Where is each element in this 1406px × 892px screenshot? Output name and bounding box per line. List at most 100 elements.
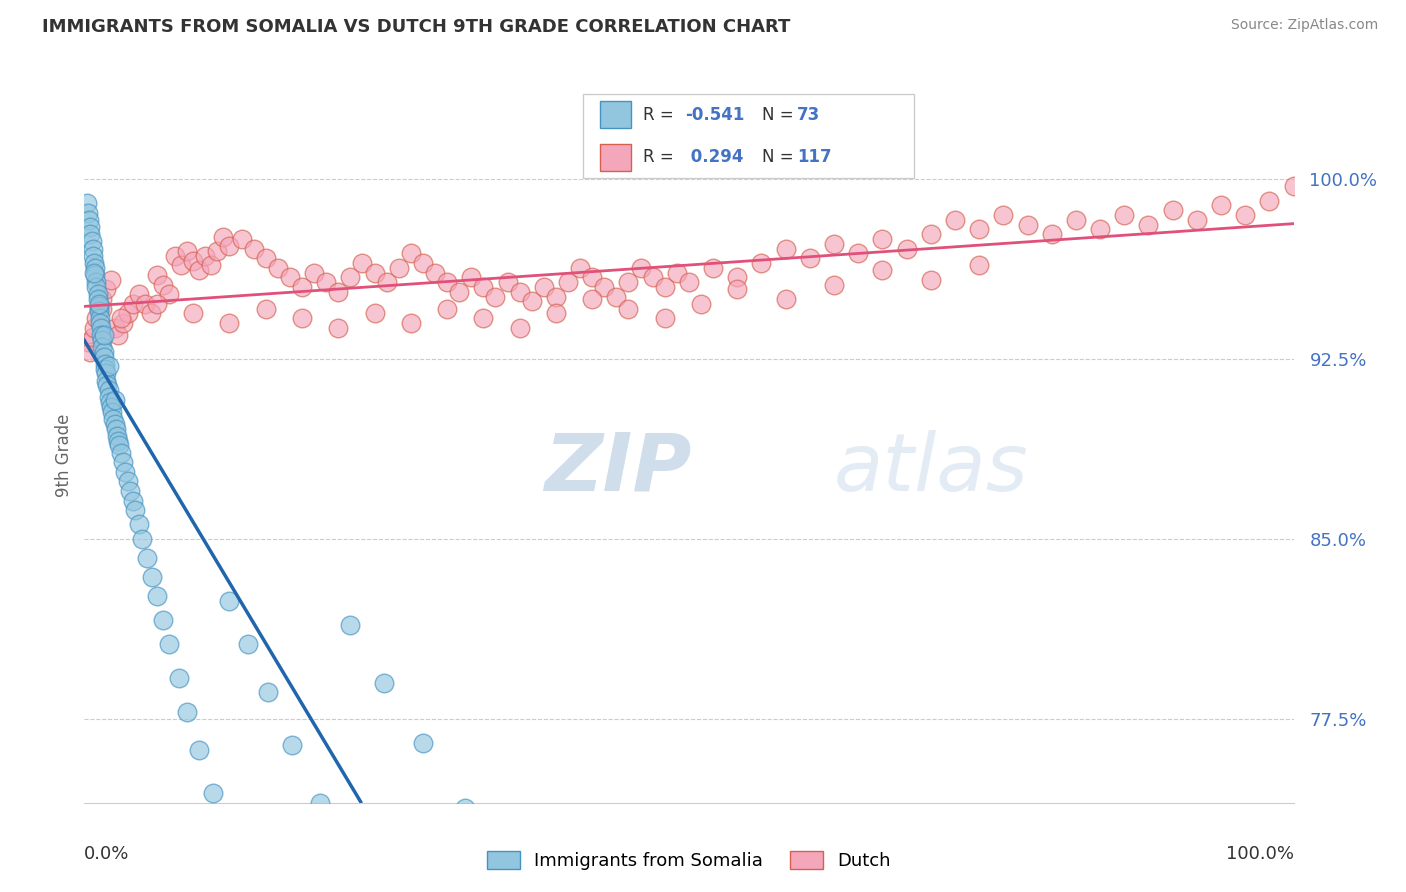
Point xyxy=(725,270,748,285)
Point xyxy=(509,285,531,299)
Point xyxy=(108,438,131,452)
Point xyxy=(121,493,143,508)
Point xyxy=(231,232,253,246)
Point xyxy=(94,367,117,381)
Y-axis label: 9th Grade: 9th Grade xyxy=(55,413,73,497)
Text: 0.0%: 0.0% xyxy=(84,845,129,863)
Point xyxy=(157,637,180,651)
Point xyxy=(107,434,129,448)
Point xyxy=(84,260,107,275)
Point xyxy=(799,251,821,265)
Point xyxy=(152,614,174,628)
Point xyxy=(139,306,162,320)
Point xyxy=(454,800,477,814)
Point xyxy=(1064,212,1087,227)
Point xyxy=(91,292,114,306)
Point xyxy=(654,280,676,294)
Point xyxy=(170,259,193,273)
Point xyxy=(218,239,240,253)
Point xyxy=(176,244,198,258)
Point xyxy=(533,280,555,294)
Point xyxy=(134,297,156,311)
Point xyxy=(200,259,222,273)
Point xyxy=(278,270,301,285)
Point xyxy=(128,287,150,301)
Point xyxy=(423,266,446,280)
Point xyxy=(1258,194,1281,208)
Point xyxy=(114,465,136,479)
Point xyxy=(967,259,990,273)
Point xyxy=(107,328,129,343)
Point xyxy=(136,551,159,566)
Point xyxy=(86,311,108,326)
Point xyxy=(1114,208,1136,222)
Point xyxy=(472,280,495,294)
Point xyxy=(90,328,112,343)
Point xyxy=(141,570,163,584)
Point xyxy=(218,316,240,330)
Point xyxy=(557,275,579,289)
Point xyxy=(593,280,616,294)
Point xyxy=(1282,179,1305,194)
Point xyxy=(163,249,186,263)
Point xyxy=(605,289,627,303)
Point xyxy=(146,268,169,282)
Point xyxy=(100,273,122,287)
Point xyxy=(97,383,120,397)
Point xyxy=(117,475,139,489)
Point xyxy=(83,320,105,334)
Point xyxy=(93,350,115,364)
Text: R =: R = xyxy=(643,106,679,124)
Point xyxy=(117,306,139,320)
Point xyxy=(86,275,108,289)
Point xyxy=(146,297,169,311)
Point xyxy=(77,205,100,219)
Point xyxy=(110,445,132,459)
Text: Source: ZipAtlas.com: Source: ZipAtlas.com xyxy=(1230,18,1378,32)
Point xyxy=(363,266,385,280)
Text: ZIP: ZIP xyxy=(544,430,692,508)
Point xyxy=(373,676,395,690)
Point xyxy=(291,280,314,294)
Point xyxy=(236,637,259,651)
Point xyxy=(412,736,434,750)
Point xyxy=(207,244,229,258)
Point xyxy=(104,392,127,407)
Point xyxy=(846,246,869,260)
Point xyxy=(641,270,664,285)
Point xyxy=(460,270,482,285)
Point xyxy=(328,285,350,299)
Point xyxy=(91,333,114,347)
Point xyxy=(1040,227,1063,242)
Point xyxy=(112,455,135,469)
Point xyxy=(131,532,153,546)
Point xyxy=(83,266,105,280)
Point xyxy=(188,743,211,757)
Text: IMMIGRANTS FROM SOMALIA VS DUTCH 9TH GRADE CORRELATION CHART: IMMIGRANTS FROM SOMALIA VS DUTCH 9TH GRA… xyxy=(42,18,790,36)
Point xyxy=(823,277,845,292)
Point xyxy=(775,292,797,306)
Point xyxy=(212,229,235,244)
Point xyxy=(96,378,118,392)
Point xyxy=(167,671,190,685)
Point xyxy=(91,301,114,316)
Point xyxy=(94,374,117,388)
Point xyxy=(544,289,567,303)
Point xyxy=(101,405,124,419)
Point xyxy=(82,249,104,263)
Point xyxy=(496,275,519,289)
Point xyxy=(157,287,180,301)
Point xyxy=(581,292,603,306)
Point xyxy=(1017,218,1039,232)
Point xyxy=(363,306,385,320)
Point xyxy=(242,242,264,256)
Point xyxy=(254,301,277,316)
Point xyxy=(121,297,143,311)
Point xyxy=(100,400,122,414)
Text: R =: R = xyxy=(643,148,679,166)
Point xyxy=(98,395,121,409)
Point xyxy=(328,320,350,334)
Point xyxy=(80,235,103,249)
Text: N =: N = xyxy=(762,148,799,166)
Point xyxy=(617,301,640,316)
